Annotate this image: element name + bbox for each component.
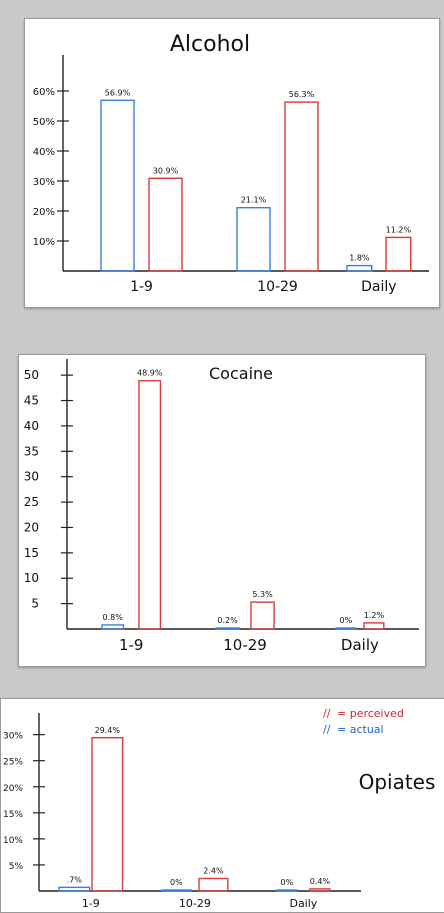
- cocaine-chart: Cocaine 50 45 40 35 30 25 20 15 10 5 0.8% 0.2% 0% 48.9…: [24, 359, 419, 654]
- data-label: 21.1%: [241, 196, 267, 205]
- data-label: 56.3%: [289, 90, 315, 99]
- y-tick-label: 25%: [3, 758, 23, 768]
- y-tick-label: 20%: [3, 784, 23, 794]
- bar: [276, 889, 298, 892]
- x-tick-label: 10-29: [179, 897, 211, 910]
- x-tick-label: 10-29: [257, 279, 298, 295]
- alcohol-chart: Alcohol 60% 50% 40% 30% 20% 10% 56.9% 21.1% 1.8% 3…: [33, 32, 429, 295]
- y-tick-label: 25: [24, 495, 39, 509]
- opiates-chart: Opiates 30% 25% 20% 15% 10% 5% .7% 0% 0% 29.4% 2.4%…: [3, 707, 436, 910]
- y-tick-label: 40: [24, 419, 39, 433]
- x-tick-label: 1-9: [82, 897, 100, 910]
- bar: [335, 627, 357, 630]
- data-label: .7%: [67, 875, 83, 884]
- x-tick-label: Daily: [341, 636, 379, 654]
- data-label: 0.4%: [310, 877, 331, 886]
- y-tick-label: 10: [24, 571, 39, 585]
- bar: [250, 601, 275, 630]
- data-label: 30.9%: [153, 166, 179, 175]
- y-tick-label: 30%: [3, 732, 23, 742]
- data-label: 1.2%: [364, 611, 385, 620]
- bar: [236, 206, 271, 272]
- bar: [58, 886, 91, 892]
- bar: [346, 264, 373, 272]
- data-label: 0%: [281, 878, 294, 887]
- chart-title: Cocaine: [209, 364, 273, 383]
- y-tick-label: 45: [24, 394, 39, 408]
- chart-title: Alcohol: [170, 32, 250, 57]
- data-label: 0.8%: [103, 613, 124, 622]
- data-label: 0.2%: [217, 616, 238, 625]
- bar: [309, 888, 331, 892]
- cocaine-chart-panel: Cocaine 50 45 40 35 30 25 20 15 10 5 0.8% 0.2% 0% 48.9…: [18, 354, 426, 667]
- legend-swatch: //: [323, 707, 331, 720]
- bar: [100, 99, 135, 272]
- y-tick-label: 15: [24, 546, 39, 560]
- y-tick-label: 50: [24, 368, 39, 382]
- alcohol-chart-panel: Alcohol 60% 50% 40% 30% 20% 10% 56.9% 21.1% 1.8% 3…: [24, 18, 440, 308]
- legend-swatch: //: [323, 723, 331, 736]
- bar: [148, 177, 183, 272]
- data-label: 0%: [170, 878, 183, 887]
- y-tick-label: 10%: [33, 237, 55, 248]
- bar: [161, 889, 192, 892]
- bar: [138, 380, 162, 630]
- y-tick-label: 5: [31, 597, 39, 611]
- bar: [91, 737, 124, 892]
- x-tick-label: Daily: [289, 897, 317, 910]
- y-tick-label: 20%: [33, 207, 55, 218]
- bar: [198, 877, 229, 892]
- data-label: 1.8%: [349, 254, 370, 263]
- data-label: 48.9%: [137, 369, 163, 378]
- y-tick-label: 30%: [33, 177, 55, 188]
- legend-label: = actual: [337, 723, 384, 736]
- data-label: 29.4%: [95, 726, 121, 735]
- chart-title: Opiates: [359, 770, 436, 794]
- bar: [363, 622, 385, 630]
- legend-label: = perceived: [337, 707, 404, 720]
- x-tick-label: 1-9: [119, 636, 144, 654]
- data-label: 0%: [340, 616, 353, 625]
- x-tick-label: 10-29: [223, 636, 267, 654]
- bar: [284, 101, 319, 272]
- y-tick-label: 10%: [3, 836, 23, 846]
- data-label: 56.9%: [105, 88, 131, 97]
- y-tick-label: 40%: [33, 147, 55, 158]
- y-tick-label: 30: [24, 470, 39, 484]
- opiates-chart-panel: Opiates 30% 25% 20% 15% 10% 5% .7% 0% 0% 29.4% 2.4%…: [0, 698, 444, 913]
- y-tick-label: 5%: [9, 862, 24, 872]
- data-label: 2.4%: [203, 866, 224, 875]
- bar: [101, 624, 125, 630]
- data-label: 11.2%: [386, 225, 412, 234]
- bar: [215, 627, 240, 630]
- y-tick-label: 35: [24, 444, 39, 458]
- y-tick-label: 50%: [33, 117, 55, 128]
- x-tick-label: Daily: [361, 279, 396, 295]
- data-label: 5.3%: [252, 590, 273, 599]
- y-tick-label: 60%: [33, 87, 55, 98]
- y-tick-label: 20: [24, 520, 39, 534]
- x-tick-label: 1-9: [130, 279, 153, 295]
- bar: [385, 236, 412, 272]
- y-tick-label: 15%: [3, 810, 23, 820]
